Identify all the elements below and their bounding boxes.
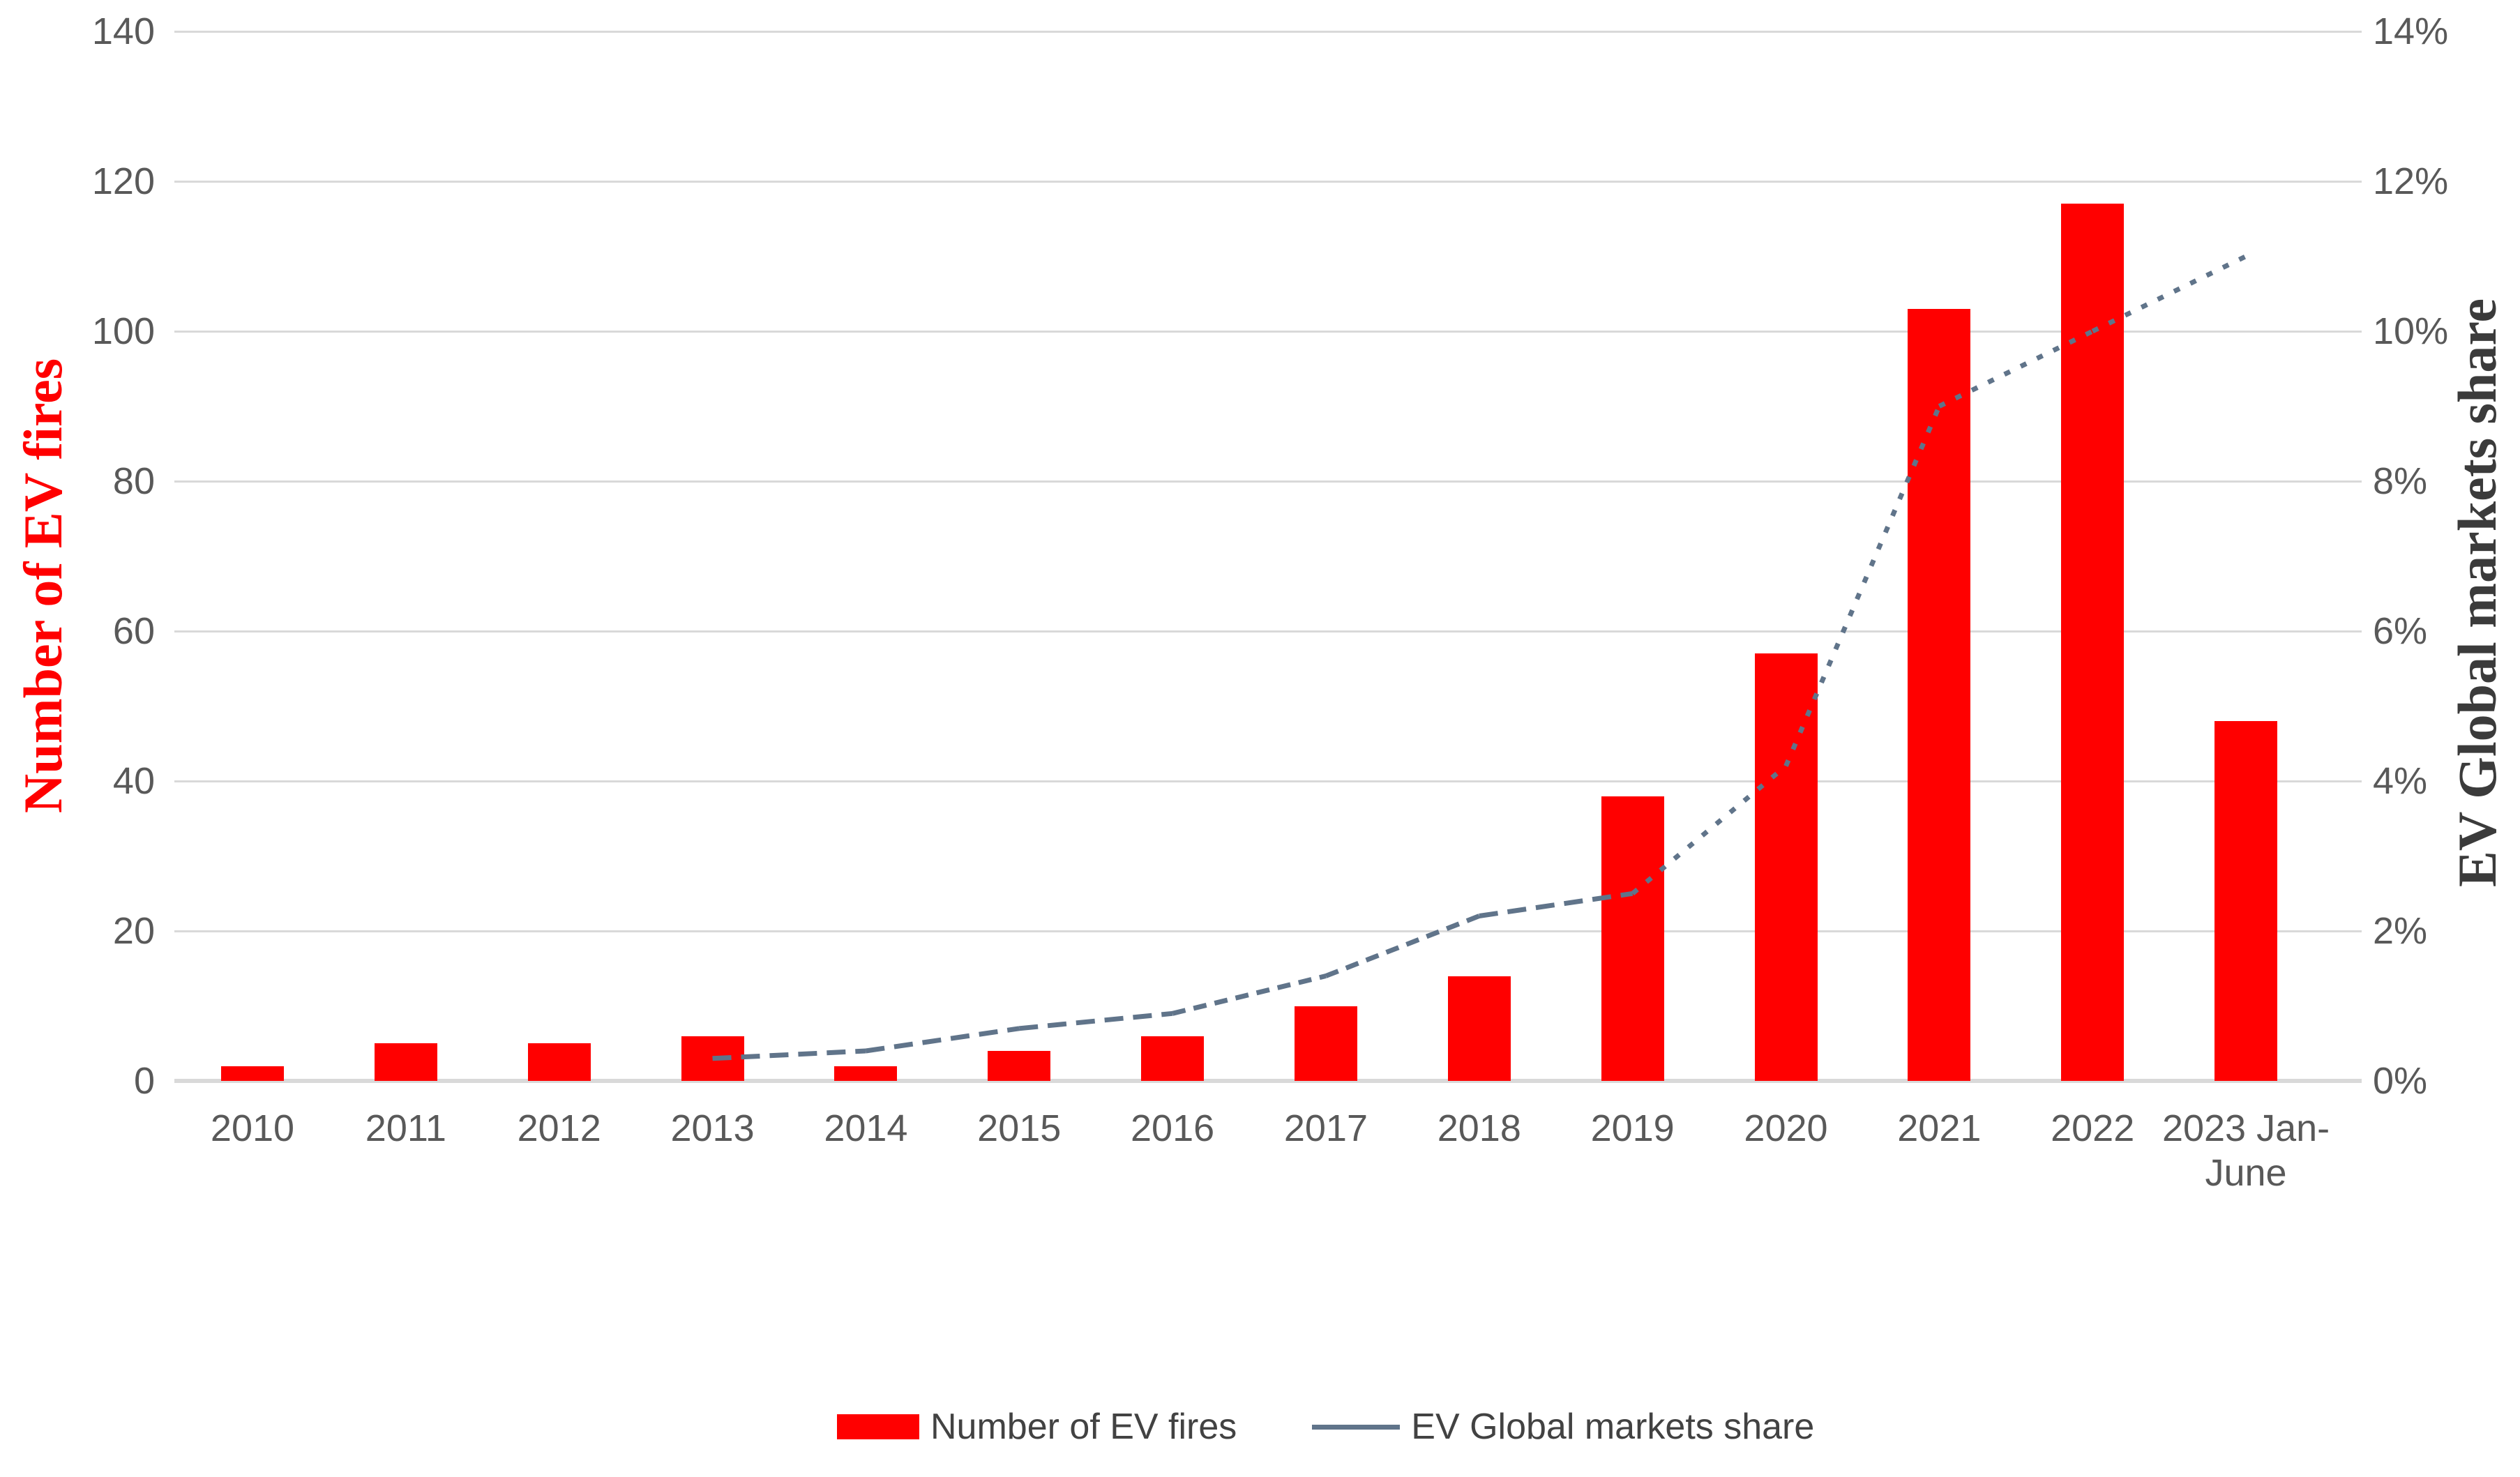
x-label-2015: 2015 [977, 1107, 1062, 1149]
bar-2021 [1908, 308, 1971, 1081]
legend-bar-swatch [837, 1414, 919, 1439]
x-label-2013: 2013 [670, 1107, 755, 1149]
x-label-2010: 2010 [210, 1107, 295, 1149]
gridline-0 [174, 1079, 2362, 1083]
x-label-2020: 2020 [1744, 1107, 1828, 1149]
x-label-2019: 2019 [1590, 1107, 1675, 1149]
legend-item-ev-global-markets-share: EV Global markets share [1312, 1406, 1814, 1448]
bar-2016 [1141, 1036, 1205, 1081]
line-segment-2015 [1018, 1010, 1173, 1031]
bar-2018 [1447, 976, 1511, 1081]
x-label-2022: 2022 [2051, 1107, 2135, 1149]
bar-2022 [2061, 204, 2125, 1081]
legend: Number of EV fires EV Global markets sha… [837, 1406, 1814, 1448]
x-label-2023: 2023 Jan-June [2161, 1107, 2330, 1194]
left-tick-140: 140 [91, 10, 155, 52]
right-tick-0%: 0% [2373, 1060, 2428, 1102]
right-tick-10%: 10% [2373, 310, 2449, 352]
x-label-2018: 2018 [1437, 1107, 1521, 1149]
bar-2012 [527, 1043, 591, 1081]
right-tick-14%: 14% [2373, 10, 2449, 52]
bar-2010 [221, 1066, 284, 1081]
legend-label-number-of-ev-fires: Number of EV fires [930, 1407, 1237, 1447]
right-tick-12%: 12% [2373, 160, 2449, 202]
gridline-120 [174, 180, 2362, 183]
bar-2014 [834, 1066, 898, 1081]
gridline-40 [174, 780, 2362, 782]
bar-2013 [681, 1036, 744, 1081]
left-tick-60: 60 [112, 610, 155, 652]
gridline-80 [174, 480, 2362, 483]
legend-label-ev-global-markets-share: EV Global markets share [1411, 1407, 1815, 1447]
bar-2015 [988, 1051, 1051, 1081]
x-label-2014: 2014 [824, 1107, 908, 1149]
bar-2020 [1754, 653, 1818, 1081]
right-tick-4%: 4% [2373, 760, 2428, 802]
bar-2017 [1294, 1006, 1357, 1081]
right-tick-8%: 8% [2373, 460, 2428, 502]
right-tick-6%: 6% [2373, 610, 2428, 652]
left-tick-20: 20 [112, 910, 155, 952]
left-tick-100: 100 [91, 310, 155, 352]
gridline-140 [174, 30, 2362, 33]
right-tick-2%: 2% [2373, 910, 2428, 952]
x-label-2011: 2011 [365, 1107, 446, 1149]
legend-item-number-of-ev-fires: Number of EV fires [837, 1406, 1237, 1448]
left-axis-title: Number of EV fires [13, 358, 73, 814]
gridline-20 [174, 930, 2362, 932]
bar-2023 [2215, 721, 2278, 1081]
gridline-100 [174, 330, 2362, 333]
line-segment-2017 [1325, 914, 1481, 978]
bar-2011 [374, 1043, 437, 1081]
x-label-2016: 2016 [1131, 1107, 1215, 1149]
gridline-60 [174, 630, 2362, 633]
x-label-2017: 2017 [1283, 1107, 1368, 1149]
left-tick-120: 120 [91, 160, 155, 202]
legend-line-swatch [1312, 1424, 1401, 1430]
x-label-2012: 2012 [517, 1107, 601, 1149]
x-label-2021: 2021 [1897, 1107, 1982, 1149]
bar-2019 [1601, 796, 1664, 1081]
line-segment-2014 [865, 1026, 1020, 1054]
left-tick-80: 80 [112, 460, 155, 502]
left-tick-0: 0 [133, 1060, 155, 1102]
left-tick-40: 40 [112, 760, 155, 802]
